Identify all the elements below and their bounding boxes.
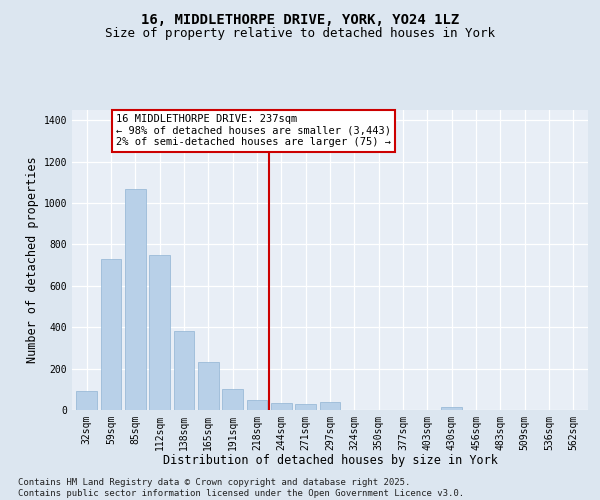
Text: Size of property relative to detached houses in York: Size of property relative to detached ho… xyxy=(105,28,495,40)
Bar xyxy=(320,402,340,410)
Bar xyxy=(222,390,243,410)
Text: 16 MIDDLETHORPE DRIVE: 237sqm
← 98% of detached houses are smaller (3,443)
2% of: 16 MIDDLETHORPE DRIVE: 237sqm ← 98% of d… xyxy=(116,114,391,148)
Bar xyxy=(198,362,218,410)
Bar xyxy=(442,407,462,410)
Text: Contains HM Land Registry data © Crown copyright and database right 2025.
Contai: Contains HM Land Registry data © Crown c… xyxy=(18,478,464,498)
Bar xyxy=(295,404,316,410)
Bar xyxy=(247,400,268,410)
Bar xyxy=(149,255,170,410)
Bar xyxy=(271,403,292,410)
Text: 16, MIDDLETHORPE DRIVE, YORK, YO24 1LZ: 16, MIDDLETHORPE DRIVE, YORK, YO24 1LZ xyxy=(141,12,459,26)
Bar xyxy=(101,259,121,410)
Bar xyxy=(76,392,97,410)
X-axis label: Distribution of detached houses by size in York: Distribution of detached houses by size … xyxy=(163,454,497,468)
Y-axis label: Number of detached properties: Number of detached properties xyxy=(26,156,40,364)
Bar xyxy=(173,332,194,410)
Bar xyxy=(125,188,146,410)
